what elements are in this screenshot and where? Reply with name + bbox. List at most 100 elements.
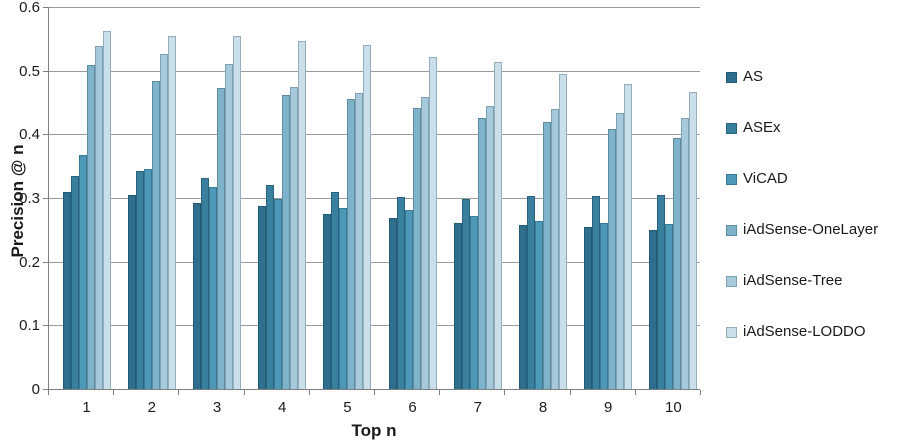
y-axis-line: [48, 7, 49, 395]
x-tick-label: 8: [538, 399, 548, 416]
bar: [151, 80, 160, 389]
x-axis-tick: [439, 390, 441, 395]
gridline: [48, 134, 700, 136]
y-tick-label: 0.1: [19, 317, 40, 335]
x-axis-title: Top n: [351, 421, 397, 440]
bar: [135, 170, 144, 389]
legend-label: iAdSense-OneLayer: [743, 221, 879, 238]
bar: [298, 41, 307, 389]
bar: [681, 117, 690, 389]
bar: [274, 199, 283, 389]
bar: [201, 178, 209, 389]
bar: [167, 35, 176, 389]
x-axis-tick: [569, 390, 571, 395]
legend-item: AS: [726, 69, 763, 85]
bar: [78, 154, 87, 389]
bar: [233, 35, 241, 389]
bar: [673, 137, 682, 389]
x-axis-tick: [374, 390, 375, 395]
y-tick-label: 0: [31, 381, 40, 398]
legend-label: iAdSense-LODDO: [743, 323, 866, 340]
x-axis-tick: [700, 390, 701, 395]
gridline: [48, 325, 700, 327]
gridline: [48, 7, 700, 8]
legend-swatch-icon: [726, 71, 737, 83]
y-axis-tick: [43, 261, 48, 263]
bar: [396, 197, 405, 389]
x-tick-label: 10: [665, 399, 682, 416]
bar: [535, 220, 543, 389]
bar: [258, 206, 267, 389]
y-axis-tick: [43, 325, 48, 327]
x-axis-tick: [243, 390, 245, 395]
y-tick-label: 0.2: [19, 253, 40, 271]
bar: [469, 215, 478, 389]
legend-item: iAdSense-OneLayer: [726, 222, 878, 238]
bar: [388, 218, 397, 389]
bar: [592, 196, 601, 389]
bar: [102, 30, 111, 389]
bar: [649, 229, 658, 389]
x-axis-tick: [178, 390, 180, 395]
bar: [282, 94, 291, 389]
gridline: [48, 198, 700, 199]
bar: [193, 203, 201, 389]
y-axis-tick: [43, 389, 48, 390]
x-axis-tick: [634, 390, 636, 395]
y-axis-tick: [43, 70, 48, 72]
bar: [493, 62, 502, 389]
x-tick-label: 7: [473, 399, 482, 416]
legend-swatch-icon: [726, 122, 737, 134]
legend-item: iAdSense-LODDO: [726, 324, 866, 340]
bar: [209, 187, 217, 389]
bar: [331, 191, 340, 389]
bar: [689, 92, 698, 389]
x-tick-label: 1: [82, 399, 91, 416]
bar: [94, 46, 103, 389]
x-axis-line: [48, 389, 700, 390]
x-tick-label: 2: [147, 399, 156, 416]
bar: [559, 73, 567, 389]
y-tick-label: 0.3: [19, 190, 40, 207]
gridline: [48, 70, 700, 72]
legend-swatch-icon: [726, 173, 737, 185]
bar: [527, 196, 535, 389]
bar: [355, 92, 364, 389]
bar: [624, 84, 633, 389]
legend-label: ASEx: [743, 119, 781, 136]
x-tick-label: 3: [212, 399, 222, 416]
legend-label: AS: [743, 68, 764, 85]
legend-item: iAdSense-Tree: [726, 273, 843, 289]
x-axis-tick: [113, 390, 115, 395]
y-tick-label: 0.6: [19, 0, 40, 16]
bar: [584, 227, 593, 389]
y-axis-tick: [43, 7, 48, 8]
bar: [543, 122, 551, 389]
legend-item: ASEx: [726, 120, 781, 136]
bar: [225, 63, 233, 389]
bar: [551, 108, 559, 389]
y-tick-label: 0.5: [19, 62, 40, 80]
bar: [127, 194, 136, 389]
x-axis-tick: [504, 390, 506, 395]
bar: [477, 118, 486, 389]
bar: [657, 195, 666, 389]
bar: [323, 213, 332, 389]
bar: [404, 210, 413, 389]
bar: [266, 184, 275, 389]
x-tick-label: 5: [343, 399, 352, 416]
bar: [485, 105, 494, 389]
gridline: [48, 261, 700, 263]
bar: [412, 108, 421, 389]
x-tick-label: 9: [604, 399, 613, 416]
y-axis-tick: [43, 134, 48, 136]
bar: [600, 222, 609, 389]
y-axis-tick: [43, 198, 48, 199]
legend-label: ViCAD: [743, 170, 788, 187]
bar: [159, 54, 168, 389]
bar: [217, 87, 225, 389]
legend-label: iAdSense-Tree: [743, 272, 843, 289]
bar: [86, 64, 95, 389]
